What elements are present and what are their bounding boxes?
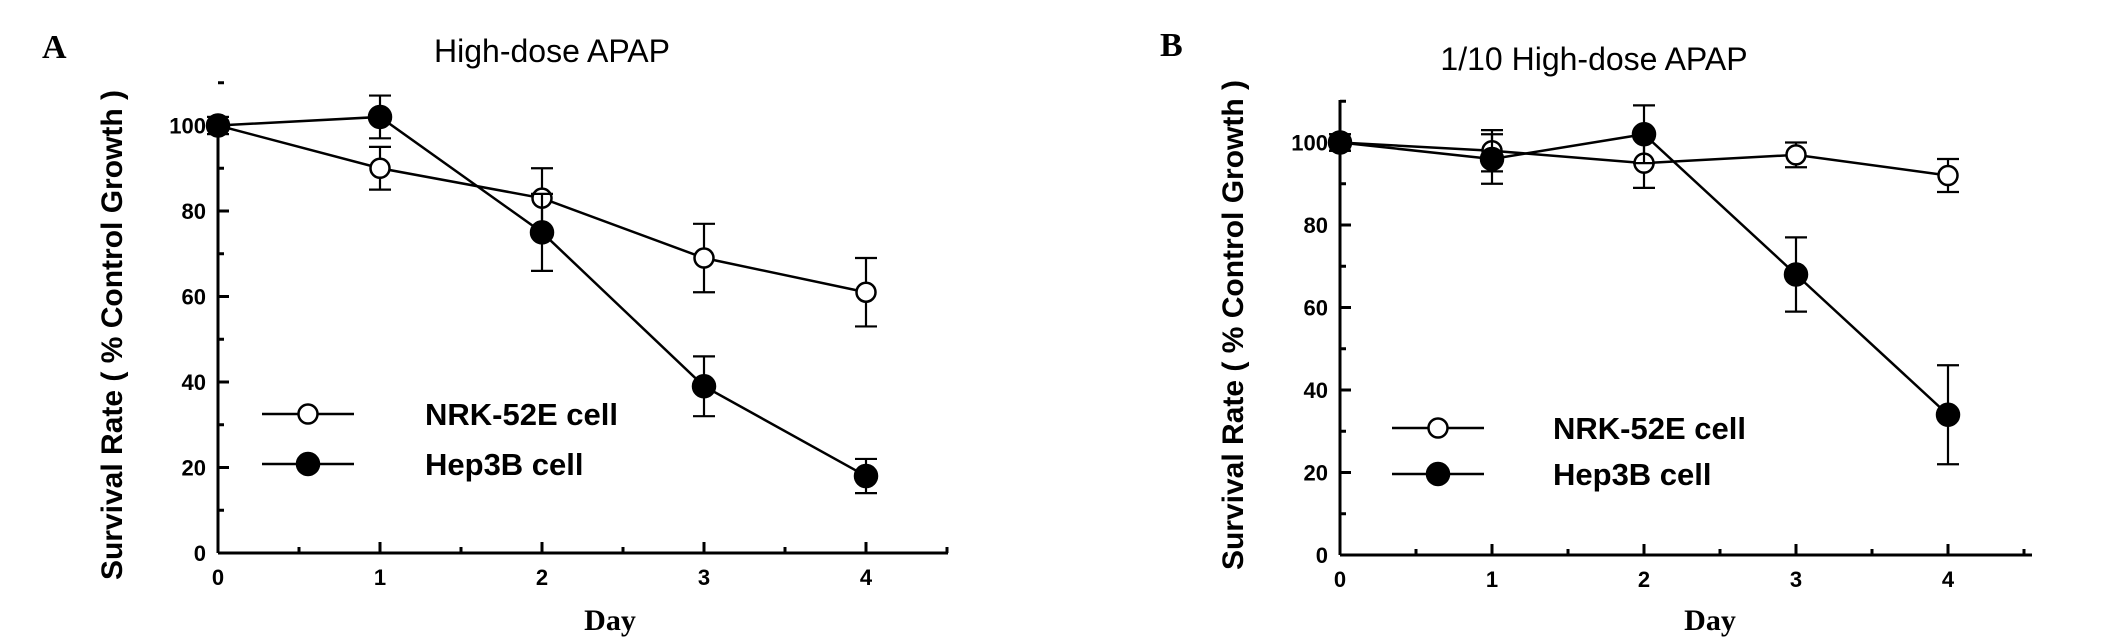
legend-marker [295,451,321,477]
y-tick-label: 60 [182,285,206,310]
data-point [369,157,391,179]
series-hep3b [205,94,879,495]
x-tick-label: 0 [1334,567,1346,592]
chart-title: 1/10 High-dose APAP [1440,41,1747,77]
x-tick-label: 4 [1942,567,1955,592]
data-point [1783,262,1809,287]
x-axis-label: Day [1684,604,1736,637]
data-point [1937,164,1959,187]
legend-item: NRK-52E cell [1392,411,1746,446]
x-tick-label: 3 [698,565,710,590]
legend-marker [1427,417,1449,439]
data-point [205,113,231,138]
legend-label: Hep3B cell [425,447,584,482]
data-point [1935,402,1961,427]
series-hep3b [1327,104,1961,466]
legend: NRK-52E cell Hep3B cell [1392,411,1746,492]
data-point [855,281,877,303]
y-tick-label: 80 [182,199,206,224]
legend-marker [1425,461,1451,487]
panel-letter: B [1160,27,1183,64]
y-tick-label: 40 [1304,378,1328,403]
data-point [1785,144,1807,166]
panel-letter: A [42,29,67,66]
data-point [1479,146,1505,172]
legend-item: Hep3B cell [262,447,584,482]
x-tick-label: 0 [212,565,224,590]
x-tick-label: 4 [860,565,873,590]
x-tick-label: 2 [536,565,548,590]
panel-b: B 1/10 High-dose APAP Survival Rate ( % Co… [1160,27,2032,637]
y-tick-label: 20 [182,456,206,481]
y-tick-label: 80 [1304,213,1328,238]
legend-label: Hep3B cell [1553,457,1712,492]
x-tick-label: 3 [1790,567,1802,592]
data-point [529,220,555,245]
y-axis-label: Survival Rate ( % Control Growth ) [1217,80,1250,570]
legend-item: NRK-52E cell [262,397,618,432]
panel-a: A High-dose APAP Survival Rate ( % Control… [42,29,949,637]
data-point [691,374,717,399]
y-tick-label: 100 [1291,131,1328,156]
y-tick-label: 60 [1304,296,1328,321]
data-point [367,104,393,130]
y-tick-label: 40 [182,370,206,395]
x-tick-label: 1 [1486,567,1498,592]
y-tick-label: 0 [1316,543,1328,568]
x-tick-label: 2 [1638,567,1650,592]
data-point [1631,122,1657,147]
legend: NRK-52E cell Hep3B cell [262,397,618,482]
x-tick-label: 1 [374,565,386,590]
data-point [853,463,879,489]
legend-label: NRK-52E cell [425,397,618,432]
y-tick-label: 0 [194,541,206,566]
y-axis-label: Survival Rate ( % Control Growth ) [96,90,129,580]
legend-marker [297,403,319,425]
y-tick-label: 20 [1304,461,1328,486]
y-tick-label: 100 [169,114,206,139]
legend-item: Hep3B cell [1392,457,1712,492]
data-point [1327,130,1353,155]
chart-title: High-dose APAP [434,33,670,69]
legend-label: NRK-52E cell [1553,411,1746,446]
x-axis-label: Day [584,604,636,637]
data-point [693,247,715,269]
